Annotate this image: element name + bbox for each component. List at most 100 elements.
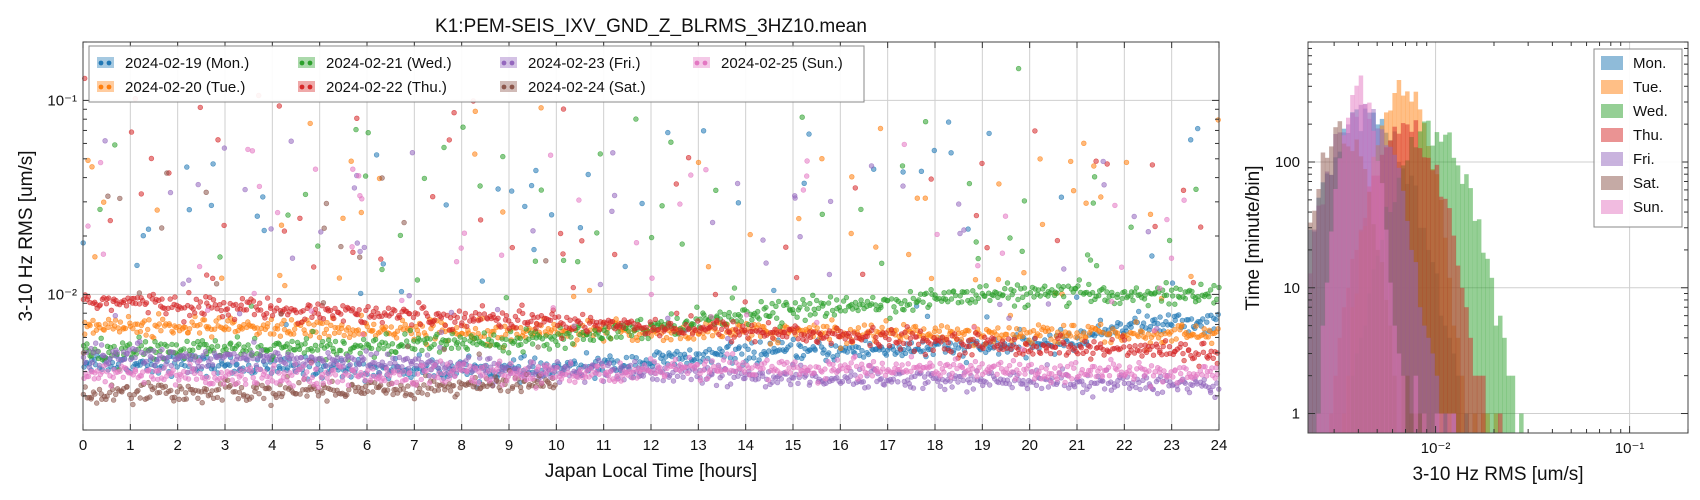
scatter-point [746,355,752,361]
scatter-outlier-point [548,212,555,218]
scatter-point [932,325,938,331]
scatter-outlier-point [999,250,1006,256]
scatter-point [829,317,835,323]
scatter-point [170,367,176,373]
scatter-point [388,324,394,330]
scatter-point [577,320,583,326]
scatter-point [654,376,660,383]
scatter-point [877,343,883,349]
scatter-point [491,332,497,338]
scatter-outlier-point [975,255,981,262]
scatter-outlier-point [725,335,731,342]
scatter-point [147,394,153,400]
scatter-outlier-point [639,200,645,207]
scatter-point [668,337,674,343]
scatter-outlier-point [354,115,360,122]
scatter-point [1002,286,1008,292]
scatter-point [420,363,426,369]
scatter-outlier-point [814,319,820,326]
scatter-legend-marker [501,84,507,90]
scatter-outlier-point [307,120,313,127]
scatter-outlier-point [877,125,884,132]
scatter-point [792,359,798,365]
scatter-point [92,391,98,397]
scatter-point [208,356,214,362]
scatter-point [1030,328,1037,334]
scatter-point [1180,350,1186,357]
scatter-point [363,348,369,354]
scatter-point [402,321,408,328]
scatter-point [915,297,922,303]
scatter-point [208,305,215,311]
scatter-outlier-point [659,203,665,209]
scatter-outlier-point [705,264,712,270]
scatter-outlier-point [494,306,501,313]
scatter-point [634,375,640,381]
scatter-point [326,379,333,385]
scatter-point [193,296,200,302]
scatter-point [256,391,262,397]
scatter-point [655,326,662,333]
scatter-point [692,327,698,334]
scatter-point [938,323,945,329]
scatter-outlier-point [1054,237,1061,244]
scatter-legend-marker [702,60,708,66]
scatter-outlier-point [1156,285,1163,291]
scatter-point [606,360,612,366]
scatter-point [688,376,694,383]
scatter-outlier-point [849,174,855,180]
scatter-point [833,297,840,303]
scatter-point [102,379,108,385]
scatter-outlier-point [414,277,421,283]
scatter-outlier-point [102,138,108,144]
scatter-point [982,293,988,299]
scatter-point [135,387,141,394]
scatter-point [857,373,864,380]
scatter-outlier-point [957,230,963,237]
scatter-point [645,335,651,342]
scatter-point [795,336,801,342]
scatter-point [1009,384,1015,391]
scatter-point [253,380,260,386]
scatter-outlier-point [356,173,362,179]
scatter-outlier-point [900,183,906,189]
scatter-point [907,288,914,295]
scatter-point [209,388,215,394]
scatter-point [1138,342,1144,349]
scatter-point [101,353,107,359]
scatter-outlier-point [1058,194,1065,200]
histogram-bar [1447,208,1452,433]
scatter-point [417,321,424,327]
scatter-outlier-point [195,181,201,188]
scatter-legend-marker [98,84,104,90]
scatter-point [468,333,474,339]
scatter-point [201,311,207,317]
scatter-point [604,329,610,336]
scatter-point [731,334,737,340]
scatter-outlier-point [1091,163,1097,169]
scatter-point [315,361,321,367]
scatter-point [213,318,219,324]
scatter-point [529,341,536,347]
scatter-outlier-point [134,262,140,269]
scatter-point [1066,300,1072,306]
scatter-point [1145,331,1152,337]
scatter-outlier-point [742,299,748,305]
scatter-outlier-point [560,251,566,257]
scatter-point [265,320,271,327]
scatter-point [1170,374,1176,380]
scatter-point [599,377,605,384]
scatter-point [938,339,944,345]
scatter-point [110,374,116,380]
scatter-point [345,382,352,388]
scatter-point [898,300,904,307]
scatter-point [377,329,383,335]
scatter-outlier-point [560,257,567,264]
scatter-point [852,353,858,360]
scatter-point [120,374,127,380]
scatter-point [724,351,730,357]
scatter-point [1172,301,1178,307]
scatter-point [760,365,766,372]
scatter-point [840,298,847,304]
scatter-point [842,308,848,314]
